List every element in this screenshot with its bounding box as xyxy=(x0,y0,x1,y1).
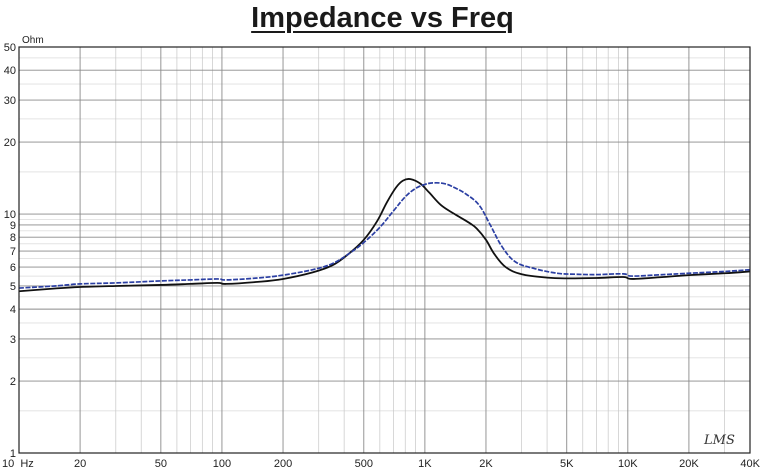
x-tick-label: 500 xyxy=(355,458,373,470)
y-tick-label: 9 xyxy=(10,220,16,232)
y-tick-label: 20 xyxy=(4,137,16,149)
x-axis-tick-labels: 10 Hz 20 50 100 200 500 1K 2K 5K 10K 20K 40K xyxy=(2,458,761,470)
x-tick-label: 2K xyxy=(479,458,493,470)
y-tick-label: 2 xyxy=(10,376,16,388)
lms-watermark: LMS xyxy=(703,433,735,448)
x-tick-label: 1K xyxy=(418,458,432,470)
y-tick-label: 1 xyxy=(10,448,16,460)
impedance-curve-1 xyxy=(18,177,751,293)
y-tick-label: 7 xyxy=(10,246,16,258)
x-tick-label: 50 xyxy=(155,458,167,470)
y-axis-unit-label: Ohm xyxy=(22,35,44,46)
x-tick-label: 200 xyxy=(274,458,292,470)
y-tick-label: 6 xyxy=(10,262,16,274)
plot-frame xyxy=(18,46,751,454)
x-tick-label: 10K xyxy=(618,458,638,470)
x-tick-label: 5K xyxy=(560,458,574,470)
y-tick-label: 40 xyxy=(4,65,16,77)
impedance-curve-2 xyxy=(18,181,751,289)
y-tick-label: 30 xyxy=(4,95,16,107)
x-tick-label: 20 xyxy=(74,458,86,470)
y-tick-label: 3 xyxy=(10,334,16,346)
x-tick-label: 20K xyxy=(679,458,699,470)
y-tick-label: 8 xyxy=(10,232,16,244)
x-tick-label: 40K xyxy=(740,458,760,470)
grid-major-lines xyxy=(18,46,750,454)
y-tick-label: 5 xyxy=(10,281,16,293)
y-tick-label: 10 xyxy=(4,209,16,221)
x-tick-label: 100 xyxy=(213,458,231,470)
chart-title: Impedance vs Freq xyxy=(251,2,514,34)
impedance-curves xyxy=(18,177,751,293)
y-tick-label: 4 xyxy=(10,304,16,316)
y-tick-label: 50 xyxy=(4,42,16,54)
grid-minor-lines xyxy=(19,47,751,453)
x-tick-label: 10 Hz xyxy=(2,458,34,470)
